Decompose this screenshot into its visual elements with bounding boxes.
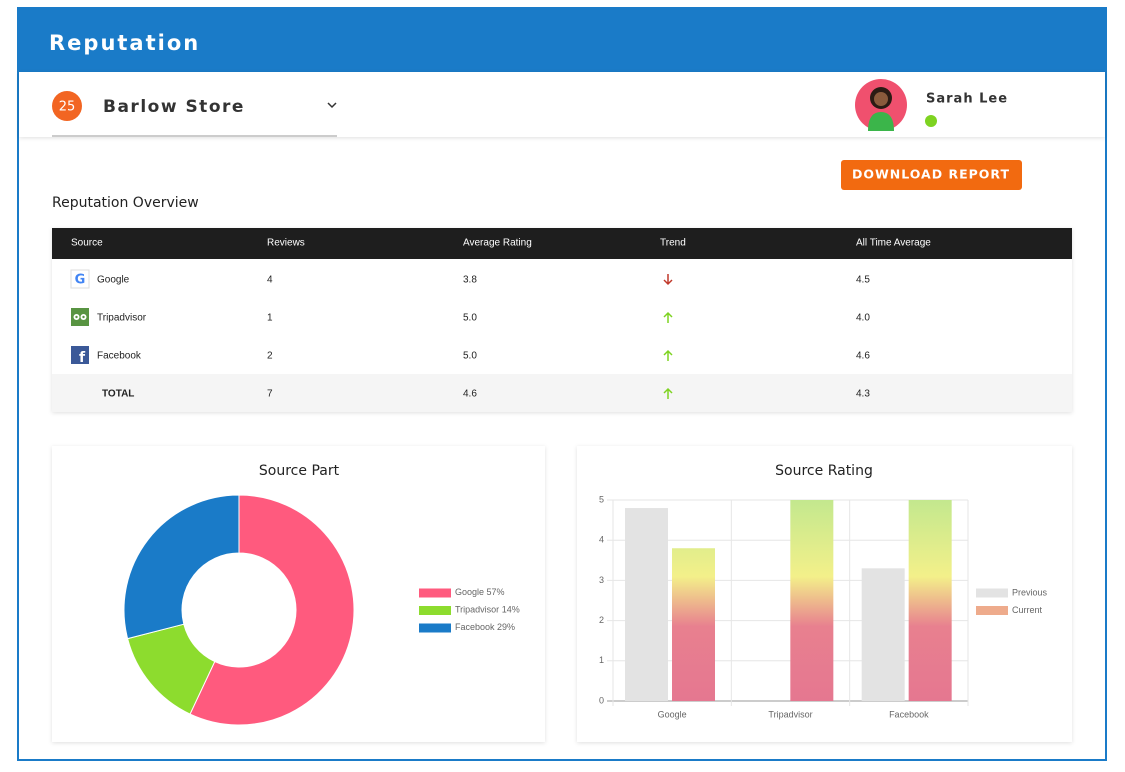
- legend-swatch: [419, 606, 451, 615]
- source-name: Facebook: [97, 351, 142, 362]
- column-header: Average Rating: [463, 238, 532, 249]
- trend-arrow: [663, 387, 673, 399]
- x-tick-label: Google: [658, 709, 687, 719]
- legend-value: 29%: [497, 622, 515, 632]
- status-dot: [925, 115, 937, 127]
- bar: [672, 548, 715, 701]
- legend-value: 14%: [502, 605, 520, 615]
- source-name: Google: [97, 275, 130, 286]
- y-tick-label: 2: [599, 615, 604, 625]
- legend-label: Tripadvisor 14%: [455, 605, 520, 615]
- store-badge-number: 25: [59, 100, 76, 115]
- y-tick-label: 3: [599, 575, 604, 585]
- column-header: Trend: [660, 238, 686, 249]
- table-cell: 2: [267, 351, 273, 362]
- header-bar: [18, 8, 1106, 72]
- table-cell: 1: [267, 313, 273, 324]
- header-title: Reputation: [49, 31, 200, 55]
- legend-label: Current: [1012, 605, 1043, 615]
- store-badge: [52, 91, 82, 121]
- legend-category: Facebook: [455, 622, 495, 632]
- store-name: Barlow Store: [103, 97, 245, 117]
- column-header: Source: [71, 238, 103, 249]
- svg-text:f: f: [79, 350, 86, 366]
- table-cell: 4.0: [856, 313, 870, 324]
- download-button[interactable]: DOWNLOAD REPORT: [841, 160, 1022, 190]
- y-tick-label: 5: [599, 494, 604, 504]
- bar: [861, 568, 905, 701]
- legend-swatch: [976, 606, 1008, 615]
- doughnut-slice: [189, 494, 355, 726]
- legend-label: Facebook 29%: [455, 622, 515, 632]
- chart-title: Source Rating: [775, 463, 873, 479]
- overview-title: Reputation Overview: [52, 195, 199, 211]
- store-bar: [19, 72, 1105, 137]
- legend-swatch: [419, 623, 451, 633]
- table-cell: 5.0: [463, 313, 477, 324]
- legend-swatch: [976, 588, 1008, 598]
- x-tick-label: Tripadvisor: [768, 709, 812, 719]
- doughnut-slice: [123, 494, 240, 640]
- google-icon: G: [70, 269, 90, 289]
- legend-label: Previous: [1012, 587, 1048, 597]
- trend-arrow: [663, 311, 673, 323]
- store-selector[interactable]: 25 Barlow Store: [52, 91, 337, 137]
- y-tick-label: 0: [599, 695, 604, 705]
- column-header: Reviews: [267, 238, 305, 249]
- bar: [625, 508, 668, 701]
- svg-text:G: G: [75, 273, 86, 288]
- trend-arrow: [663, 274, 673, 286]
- y-tick-label: 4: [599, 535, 604, 545]
- user-avatar[interactable]: [855, 79, 907, 131]
- legend-category: Tripadvisor: [455, 605, 499, 615]
- legend-category: Google: [455, 587, 484, 597]
- table-cell: 4: [267, 275, 273, 286]
- total-row-bg: [52, 374, 1072, 412]
- legend-swatch: [419, 588, 451, 598]
- table-cell: 4.5: [856, 275, 870, 286]
- button-bg: [841, 160, 1022, 190]
- table-cell: 7: [267, 389, 273, 400]
- source-name: TOTAL: [102, 389, 134, 400]
- avatar-body: [868, 112, 894, 131]
- dropdown-chevron: [327, 102, 337, 109]
- y-tick-label: 1: [599, 655, 604, 665]
- trend-arrow: [663, 349, 673, 361]
- tripadvisor-icon: [71, 308, 89, 326]
- table-cell: 4.6: [463, 389, 477, 400]
- table-cell: 3.8: [463, 275, 477, 286]
- bar: [908, 500, 952, 701]
- bar: [790, 500, 834, 701]
- x-tick-label: Facebook: [889, 709, 929, 719]
- table-cell: 4.3: [856, 389, 870, 400]
- table-cell: 4.6: [856, 351, 870, 362]
- facebook-icon: f: [71, 346, 89, 366]
- legend-value: 57%: [487, 587, 505, 597]
- column-header: All Time Average: [856, 238, 931, 249]
- avatar-face: [874, 92, 888, 106]
- table-cell: 5.0: [463, 351, 477, 362]
- table-header: [52, 228, 1072, 259]
- button-label: DOWNLOAD REPORT: [852, 167, 1010, 182]
- source-name: Tripadvisor: [97, 313, 147, 324]
- legend-label: Google 57%: [455, 587, 505, 597]
- user-name: Sarah Lee: [926, 92, 1008, 107]
- chart-title: Source Part: [259, 463, 340, 479]
